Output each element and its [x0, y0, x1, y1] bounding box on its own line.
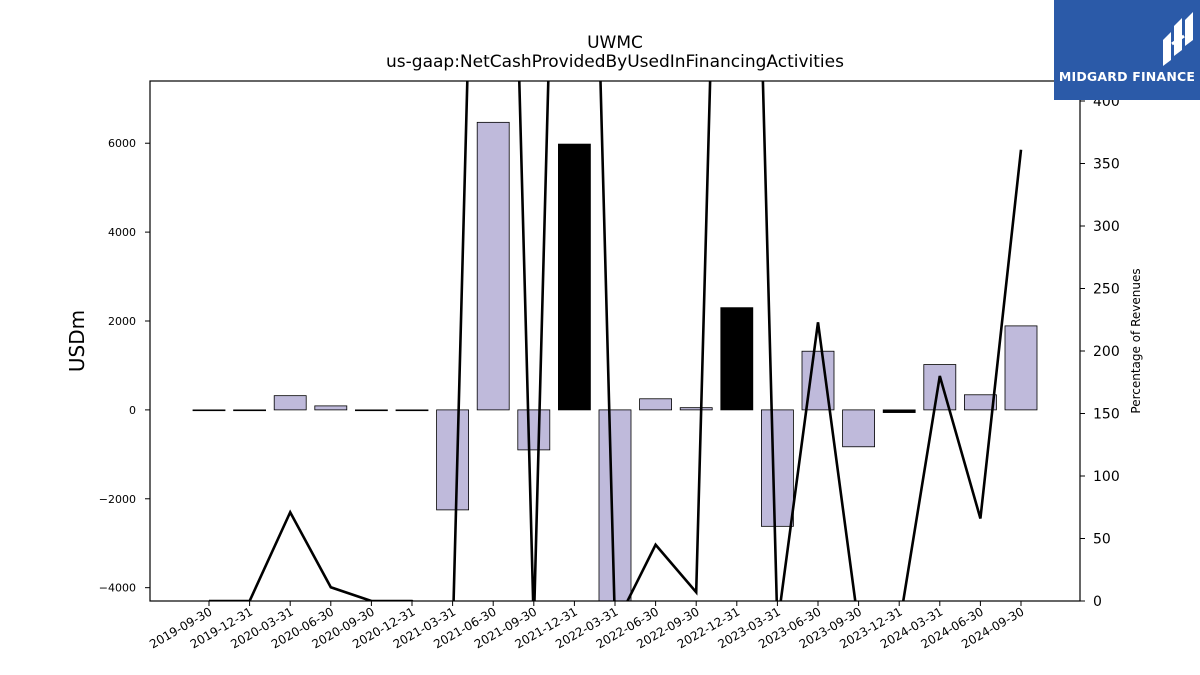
y2-tick-label: 150: [1093, 407, 1120, 423]
y-tick-label: −2000: [99, 493, 136, 506]
x-axis: 2019-09-302019-12-312020-03-312020-06-30…: [147, 601, 1027, 651]
chart-title: UWMC: [587, 33, 643, 53]
y-tick-label: −4000: [99, 582, 136, 595]
y-axis-label: USDm: [65, 310, 89, 372]
bar-2021-06-30: [476, 121, 510, 411]
bar-2019-09-30: [192, 409, 226, 412]
bar-2020-06-30: [314, 405, 348, 411]
y-tick-label: 4000: [108, 226, 136, 239]
revenue-percentage-line: [209, 81, 1023, 601]
bar-2023-09-30: [842, 409, 875, 448]
y2-tick-label: 200: [1093, 344, 1120, 360]
midgard-logo-icon: [1163, 12, 1193, 66]
bar-series: [192, 121, 1038, 601]
bar-2024-09-30: [1004, 325, 1038, 411]
y-tick-label: 0: [129, 404, 136, 417]
logo-text: MIDGARD FINANCE: [1058, 69, 1196, 84]
bar-2020-09-30: [354, 409, 388, 412]
bar-2020-03-31: [273, 395, 307, 411]
bar-2023-03-31: [761, 409, 794, 527]
bar-2020-12-31: [395, 409, 429, 412]
y2-tick-label: 300: [1093, 219, 1120, 235]
brand-logo: MIDGARD FINANCE: [1054, 0, 1200, 100]
bar-2021-12-31: [558, 143, 591, 411]
y2-tick-label: 350: [1093, 157, 1120, 173]
bar-2021-03-31: [436, 409, 470, 511]
y2-tick-label: 50: [1093, 532, 1111, 548]
chart-subtitle: us-gaap:NetCashProvidedByUsedInFinancing…: [386, 52, 844, 72]
bar-2021-09-30: [517, 409, 551, 451]
bar-2023-12-31: [882, 409, 916, 413]
y2-tick-label: 0: [1093, 594, 1102, 610]
y-axis-left: −4000 −2000 0 2000 4000 6000: [99, 137, 150, 595]
y2-tick-label: 250: [1093, 282, 1120, 298]
bar-2022-06-30: [639, 398, 672, 411]
bar-2022-09-30: [679, 407, 713, 411]
bar-2019-12-31: [233, 409, 267, 412]
y2-tick-label: 100: [1093, 469, 1120, 485]
line-series: [209, 81, 1023, 601]
y-tick-label: 2000: [108, 315, 136, 328]
bar-2022-12-31: [720, 307, 754, 411]
y2-axis-label: Percentage of Revenues: [1129, 268, 1143, 413]
bar-2024-03-31: [923, 364, 957, 411]
bar-2024-06-30: [964, 394, 997, 411]
y-tick-label: 6000: [108, 137, 136, 150]
bar-2022-03-31: [598, 409, 632, 601]
